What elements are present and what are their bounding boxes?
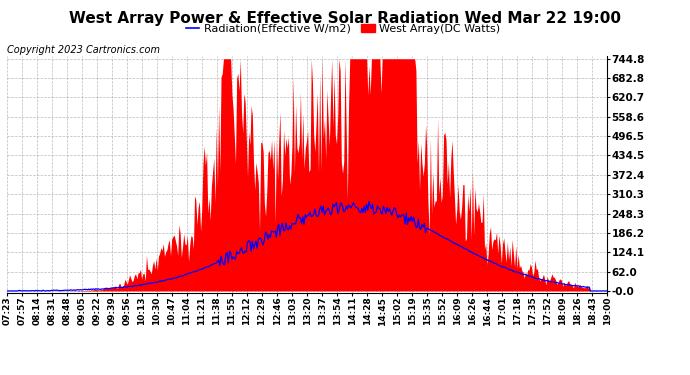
Text: Copyright 2023 Cartronics.com: Copyright 2023 Cartronics.com [7, 45, 160, 55]
Text: West Array Power & Effective Solar Radiation Wed Mar 22 19:00: West Array Power & Effective Solar Radia… [69, 11, 621, 26]
Legend: Radiation(Effective W/m2), West Array(DC Watts): Radiation(Effective W/m2), West Array(DC… [181, 19, 505, 38]
